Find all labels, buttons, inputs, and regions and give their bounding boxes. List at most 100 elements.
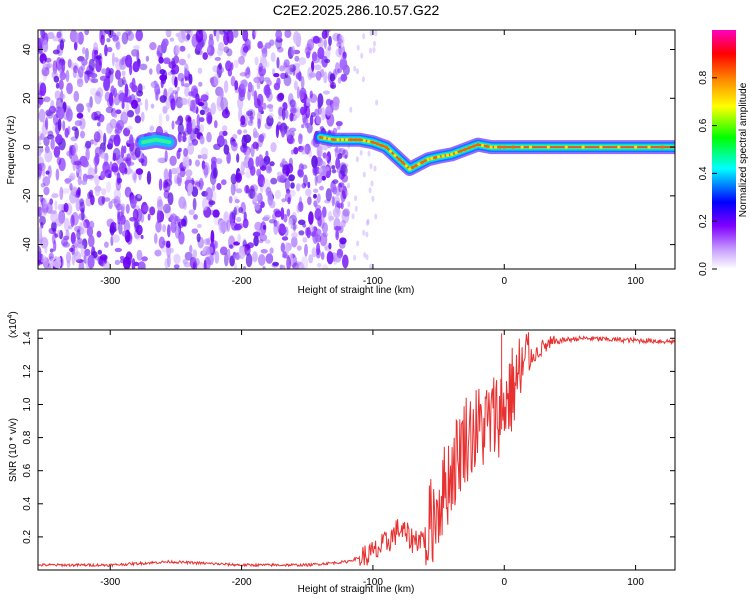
noise-blob	[253, 30, 258, 36]
noise-blob	[149, 125, 155, 132]
noise-blob	[332, 179, 339, 184]
noise-blob	[238, 207, 244, 213]
noise-blob	[187, 182, 193, 194]
noise-blob	[335, 47, 344, 58]
noise-blob	[336, 202, 343, 209]
noise-blob	[71, 251, 76, 266]
signal-peak	[354, 138, 358, 142]
noise-blob	[328, 35, 332, 47]
noise-blob	[265, 239, 271, 244]
noise-blob	[147, 213, 151, 221]
noise-blob	[295, 106, 301, 119]
signal-peak	[345, 138, 349, 142]
noise-blob	[243, 129, 248, 134]
noise-blob	[243, 78, 247, 92]
snr-multiplier-close: )	[8, 311, 19, 314]
noise-blob	[288, 174, 295, 182]
noise-blob	[306, 97, 311, 107]
noise-blob	[42, 176, 51, 187]
noise-blob	[105, 106, 114, 114]
noise-blob	[299, 87, 307, 101]
noise-blob	[38, 40, 42, 55]
noise-blob	[67, 58, 72, 68]
noise-blob	[61, 59, 66, 73]
colorbar-label: Normalized spectral amplitude	[738, 82, 749, 217]
noise-blob	[298, 57, 307, 66]
noise-blob	[300, 75, 305, 90]
noise-blob	[175, 96, 184, 109]
noise-blob	[210, 102, 217, 115]
noise-blob	[158, 178, 163, 191]
noise-blob	[95, 58, 102, 73]
noise-blob	[182, 215, 188, 227]
noise-blob	[90, 77, 96, 83]
noise-blob	[126, 167, 131, 176]
noise-blob	[184, 251, 193, 261]
noise-blob	[270, 142, 277, 153]
noise-blob	[208, 54, 213, 59]
noise-blob	[38, 206, 43, 218]
noise-blob	[149, 42, 157, 51]
noise-blob	[290, 130, 295, 138]
snr-x-ticks: -300 -200 -100 0 100	[100, 330, 644, 588]
noise-blob	[276, 174, 285, 183]
noise-blob	[93, 131, 101, 143]
noise-blob	[197, 261, 205, 269]
signal-peak	[371, 140, 375, 144]
noise-blob	[299, 183, 305, 188]
noise-blob	[60, 90, 64, 103]
noise-blob	[79, 198, 84, 207]
noise-blob	[80, 130, 85, 139]
noise-blob	[135, 30, 143, 42]
noise-blob	[372, 47, 376, 53]
noise-blob	[353, 254, 357, 261]
noise-blob	[267, 193, 274, 206]
noise-blob	[43, 96, 51, 103]
noise-blob	[165, 114, 170, 122]
noise-blob	[327, 45, 332, 51]
noise-blob	[85, 47, 89, 61]
noise-blob	[59, 39, 65, 51]
noise-blob	[125, 203, 130, 214]
noise-blob	[191, 118, 196, 132]
noise-blob	[226, 151, 231, 164]
noise-blob	[100, 34, 105, 46]
noise-blob	[314, 208, 322, 221]
noise-blob	[297, 169, 303, 177]
noise-blob	[261, 47, 268, 59]
noise-blob	[232, 133, 238, 140]
noise-blob	[38, 245, 42, 259]
noise-blob	[169, 214, 174, 221]
noise-blob	[43, 186, 50, 196]
noise-blob	[122, 76, 126, 86]
noise-blob	[186, 33, 191, 41]
noise-blob	[281, 236, 289, 241]
noise-blob	[296, 245, 302, 251]
noise-blob	[76, 78, 84, 88]
noise-blob	[349, 106, 353, 113]
noise-blob	[254, 221, 263, 231]
noise-blob	[90, 194, 95, 206]
signal-peak	[454, 151, 458, 155]
noise-blob	[47, 130, 54, 137]
noise-blob	[300, 256, 309, 269]
noise-blob	[331, 169, 337, 174]
noise-blob	[262, 224, 266, 230]
noise-blob	[155, 220, 162, 233]
noise-blob	[42, 198, 48, 209]
noise-blob	[204, 106, 210, 113]
noise-blob	[207, 246, 214, 254]
noise-blob	[264, 42, 272, 49]
signal-peak	[520, 145, 524, 149]
noise-blob	[178, 196, 187, 209]
noise-blob	[233, 206, 238, 216]
noise-blob	[141, 111, 145, 122]
noise-blob	[202, 52, 208, 60]
noise-blob	[308, 211, 314, 225]
snr-x-label: Height of straight line (km)	[298, 584, 415, 595]
signal-peak	[340, 138, 344, 142]
noise-blob	[74, 251, 82, 262]
noise-blob	[78, 166, 82, 180]
noise-blob	[363, 252, 367, 258]
noise-blob	[53, 114, 59, 126]
